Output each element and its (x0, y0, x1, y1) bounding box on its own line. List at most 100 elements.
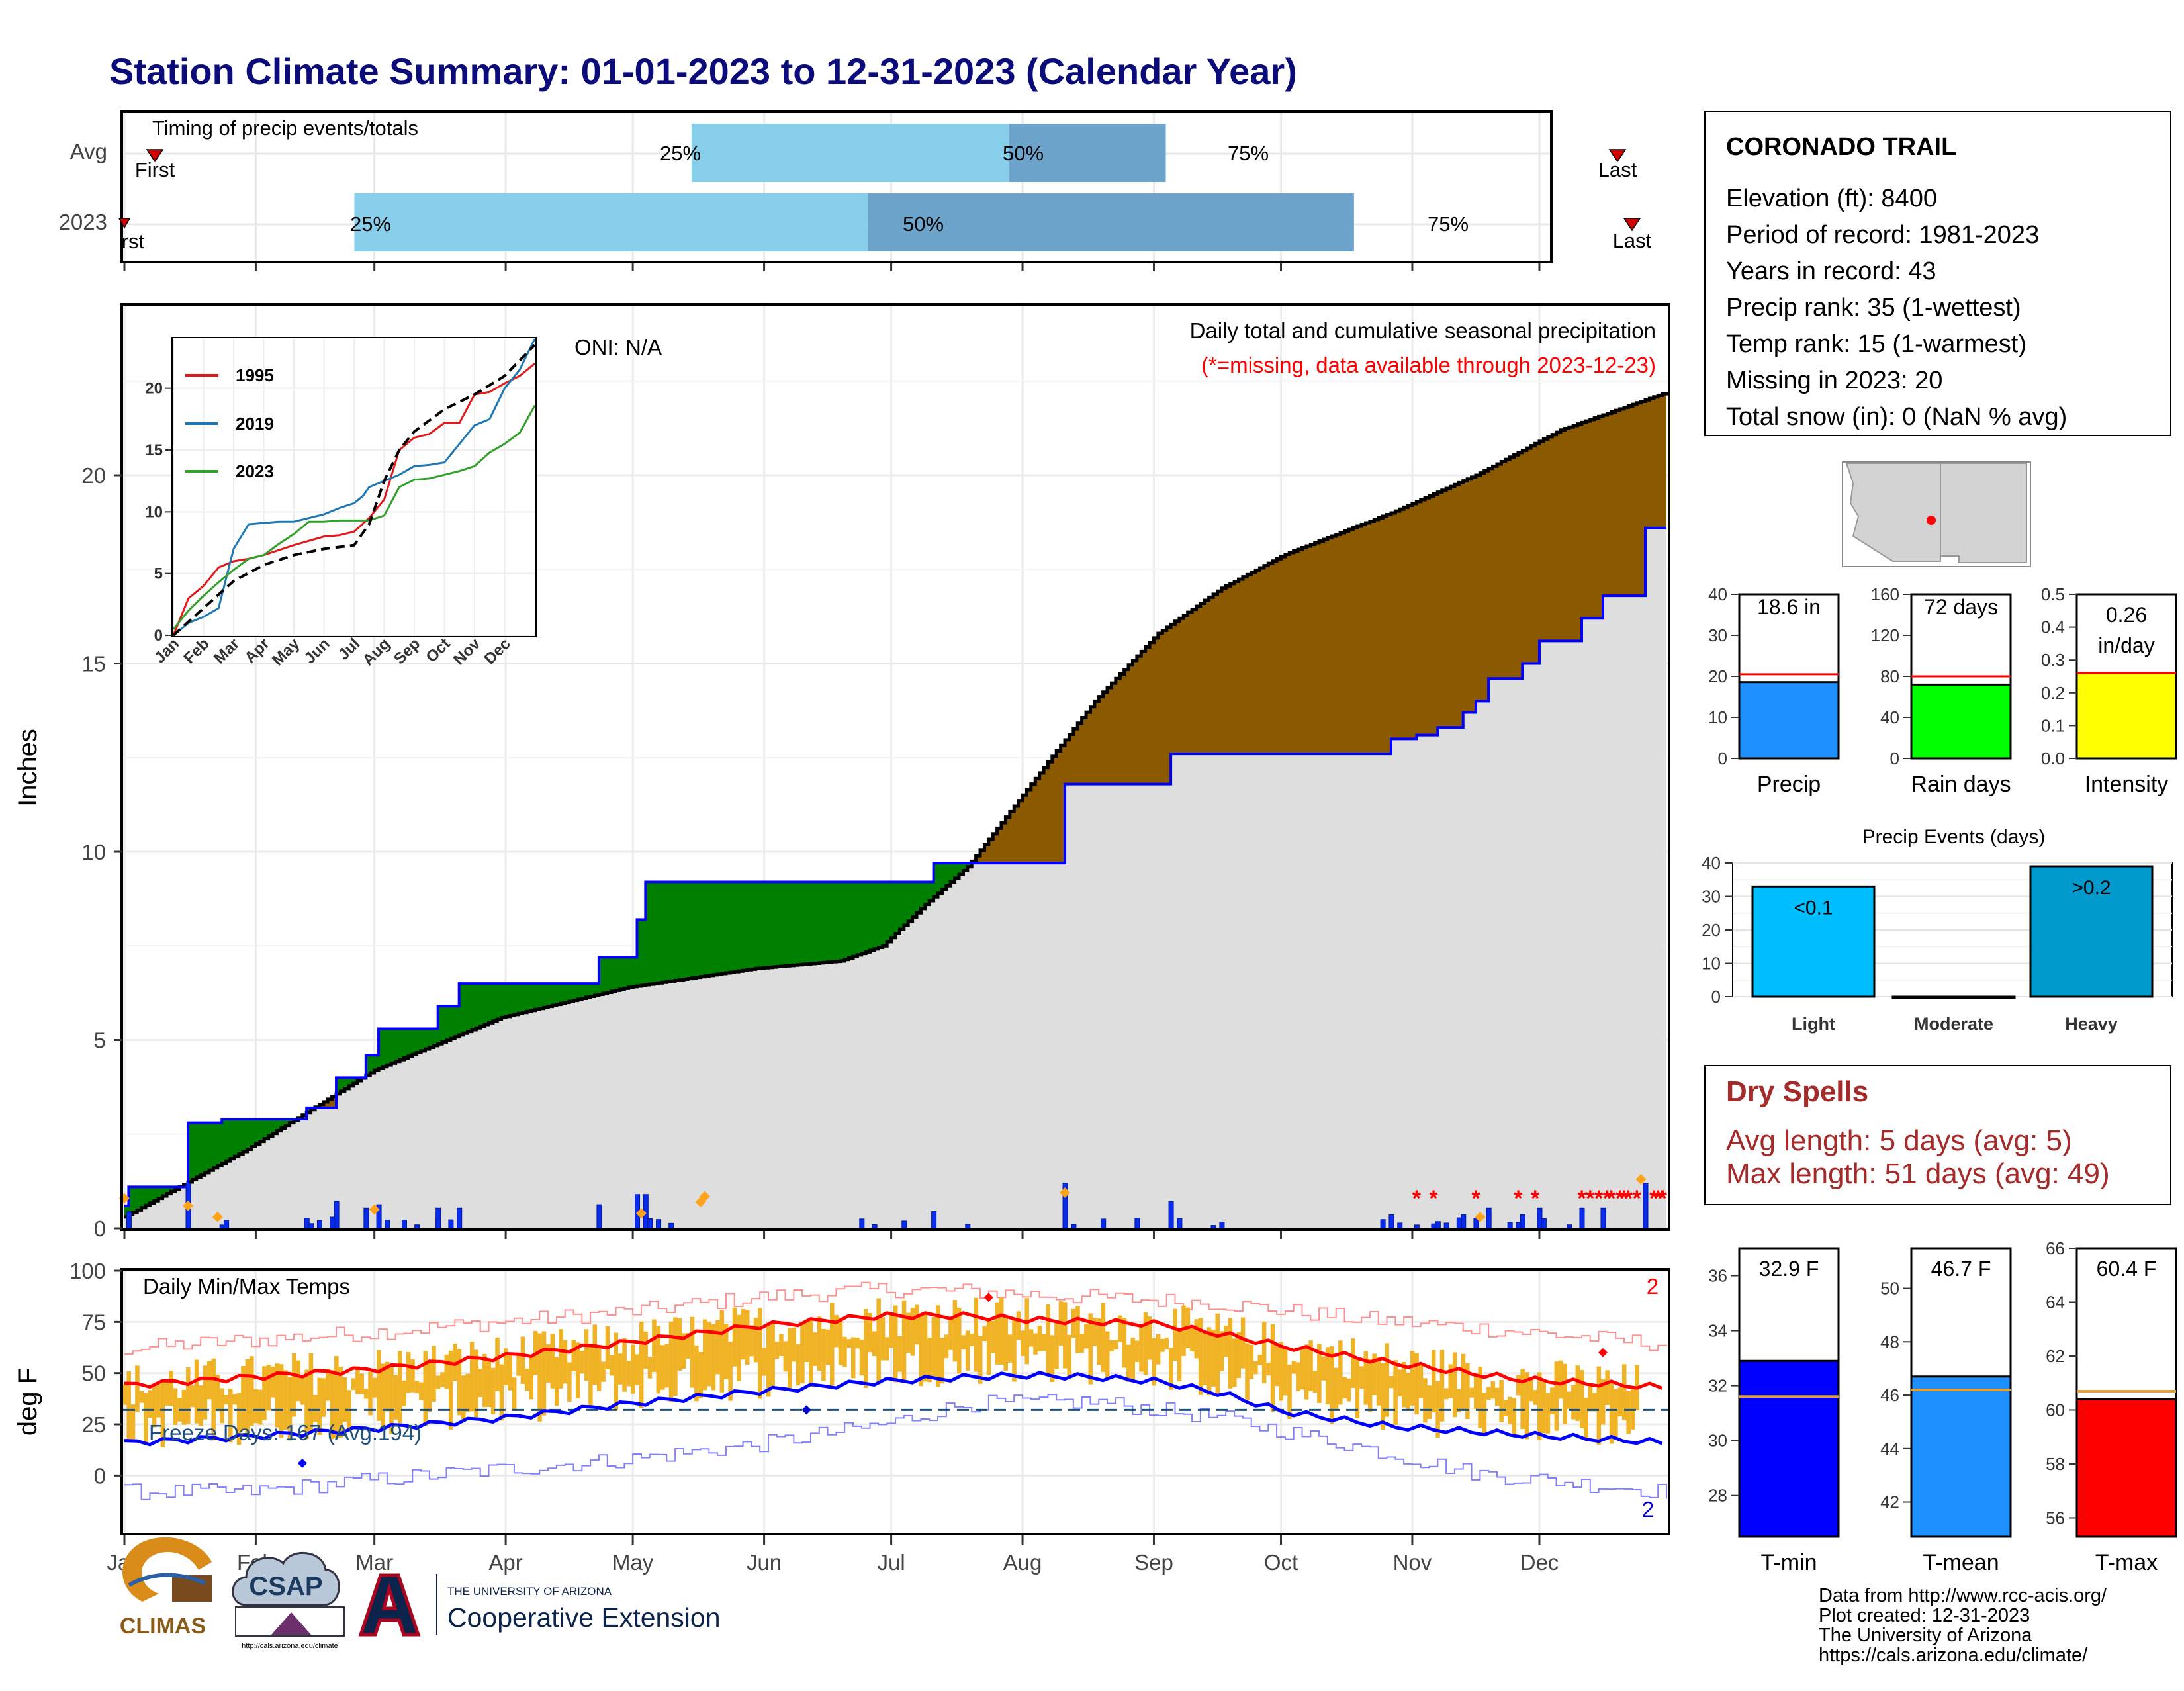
daily-temp-bar (469, 1342, 475, 1412)
daily-temp-bar (1160, 1338, 1165, 1352)
ua-logo: THE UNIVERSITY OF ARIZONA Cooperative Ex… (358, 1573, 721, 1637)
daily-temp-bar (961, 1335, 966, 1349)
inset-legend-label: 2019 (236, 414, 274, 434)
month-label: Apr (488, 1550, 522, 1575)
daily-temp-bar (1558, 1360, 1563, 1399)
daily-temp-bar (351, 1378, 356, 1391)
daily-temp-bar (253, 1389, 258, 1424)
climas-logo-wave (128, 1573, 206, 1587)
temp-summary-y-tick-label: 62 (2046, 1346, 2065, 1366)
daily-temp-bar (1067, 1334, 1071, 1378)
station-info-line: Period of record: 1981-2023 (1726, 221, 2039, 249)
daily-temp-bar (1614, 1389, 1618, 1439)
daily-precip-bar (1567, 1224, 1572, 1229)
temp-summary-y-tick-label: 56 (2046, 1508, 2065, 1528)
daily-temp-bar (808, 1319, 813, 1387)
daily-temp-bar (321, 1378, 326, 1417)
daily-temp-bar (1071, 1308, 1076, 1338)
daily-temp-bar (194, 1359, 199, 1424)
daily-temp-bar (279, 1364, 284, 1438)
events-x-label: Light (1792, 1014, 1835, 1034)
daily-temp-bar (690, 1316, 695, 1388)
daily-precip-bar (656, 1219, 662, 1229)
temp-record-marker (297, 1458, 307, 1468)
inset-y-tick-label: 10 (145, 503, 163, 521)
temp-panel: 0 25 50 75 100 deg F Daily Min/Max Temps Fre… (13, 1259, 1670, 1575)
daily-temp-bar (868, 1312, 873, 1353)
daily-temp-bar (1042, 1334, 1046, 1351)
daily-temp-bar (169, 1371, 173, 1406)
daily-temp-bar (1537, 1372, 1542, 1441)
daily-temp-bar (326, 1369, 330, 1401)
daily-precip-bar (1414, 1224, 1420, 1229)
daily-temp-bar (1325, 1347, 1330, 1405)
daily-temp-bar (393, 1375, 398, 1420)
summary-bar-label: Rain days (1911, 772, 2011, 797)
summary-bar-charts: 40 30 20 10 0 18.6 in Precip 160 120 80 40 0 72 days… (1708, 584, 2177, 797)
daily-temp-bar (1381, 1363, 1385, 1430)
timing-avg-last-label: Last (1598, 158, 1637, 181)
station-info-line: Precip rank: 35 (1-wettest) (1726, 294, 2021, 322)
daily-temp-bar (1571, 1385, 1576, 1420)
daily-temp-bar (427, 1360, 432, 1412)
events-y-tick-label: 30 (1702, 887, 1721, 907)
daily-temp-bar (262, 1366, 267, 1420)
missing-day-marker: * (1603, 1186, 1612, 1211)
daily-temp-bar (787, 1328, 792, 1389)
ua-a-icon (358, 1573, 421, 1637)
daily-temp-bar (1173, 1308, 1177, 1361)
daily-temp-bar (266, 1365, 271, 1411)
inset-y-tick-label: 0 (154, 627, 163, 645)
daily-temp-bar (190, 1385, 195, 1408)
daily-temp-bar (719, 1310, 725, 1393)
temp-y-tick-label: 50 (81, 1361, 106, 1386)
daily-precip-bar (859, 1218, 865, 1229)
timing-2023-p75: 75% (1428, 212, 1469, 236)
inset-y-tick-label: 5 (154, 565, 163, 583)
daily-precip-bar (448, 1219, 454, 1229)
daily-temp-bar (1439, 1349, 1445, 1422)
locator-map (1842, 461, 2031, 567)
summary-y-tick-label: 0 (1718, 749, 1727, 768)
daily-temp-bar (965, 1330, 970, 1371)
daily-temp-bar (1101, 1303, 1106, 1372)
daily-temp-bar (957, 1307, 962, 1374)
inset-frame (171, 337, 537, 637)
daily-temp-bar (1308, 1340, 1313, 1391)
daily-temp-bar (643, 1331, 648, 1369)
daily-temp-bar (199, 1385, 203, 1426)
daily-temp-bar (1134, 1340, 1140, 1363)
daily-temp-bar (617, 1353, 623, 1385)
events-y-tick-label: 20 (1702, 920, 1721, 940)
daily-temp-bar (686, 1333, 690, 1359)
daily-temp-bar (1169, 1348, 1173, 1390)
daily-temp-bar (567, 1362, 572, 1402)
daily-temp-bar (1431, 1350, 1436, 1412)
daily-temp-bar (783, 1341, 788, 1372)
daily-temp-bar (342, 1377, 347, 1422)
daily-precip-bar (1210, 1225, 1216, 1229)
events-x-label: Moderate (1914, 1014, 1993, 1034)
daily-precip-bar (385, 1219, 390, 1229)
daily-temp-bar (1596, 1366, 1602, 1445)
daily-temp-bar (1012, 1320, 1017, 1382)
timing-2023-first-clip: First (122, 230, 145, 253)
daily-temp-bar (520, 1336, 525, 1384)
avg-max-line (124, 1311, 1663, 1390)
timing-avg-p50: 50% (1003, 142, 1044, 165)
daily-temp-bar (952, 1300, 958, 1362)
daily-temp-bar (1516, 1375, 1521, 1396)
climas-logo-swirl (122, 1537, 212, 1602)
daily-temp-bar (829, 1303, 835, 1386)
daily-temp-bar (130, 1404, 136, 1440)
footer-line: Data from http://www.rcc-acis.org/ (1819, 1585, 2107, 1606)
daily-temp-bar (232, 1394, 237, 1405)
daily-temp-bar (546, 1344, 551, 1383)
daily-temp-bar (1206, 1327, 1212, 1396)
daily-temp-bar (1600, 1379, 1606, 1425)
month-label: Mar (355, 1550, 393, 1575)
daily-temp-bar (220, 1388, 224, 1424)
daily-temp-bar (1397, 1369, 1402, 1397)
daily-temp-bar (419, 1382, 424, 1400)
